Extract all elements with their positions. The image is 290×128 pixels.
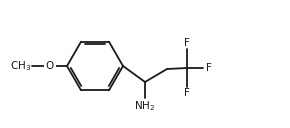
- Text: F: F: [184, 38, 190, 48]
- Text: NH$_2$: NH$_2$: [135, 99, 155, 113]
- Text: F: F: [184, 88, 190, 98]
- Text: CH$_3$: CH$_3$: [10, 59, 31, 73]
- Text: O: O: [46, 61, 54, 71]
- Text: F: F: [206, 63, 212, 73]
